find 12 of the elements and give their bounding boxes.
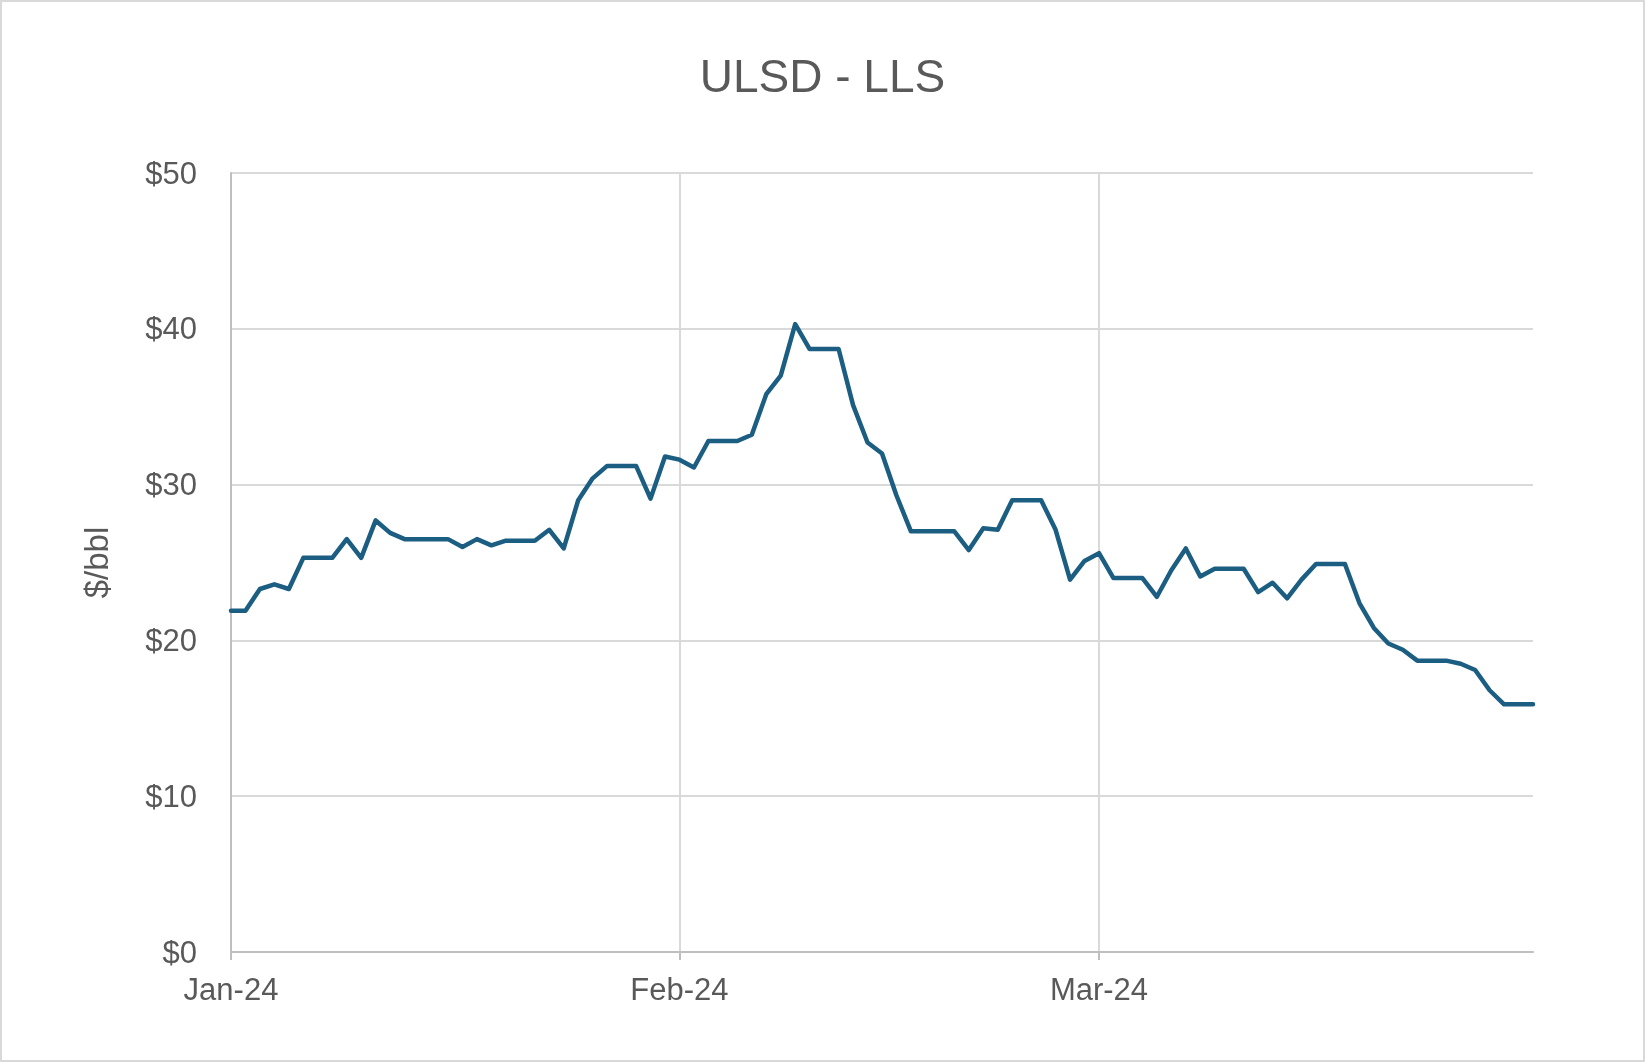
y-tick-label: $10 <box>145 778 197 814</box>
line-series <box>228 321 1536 707</box>
chart-title: ULSD - LLS <box>699 50 946 102</box>
x-tick-label: Mar-24 <box>1049 972 1149 1007</box>
y-tick-label: $0 <box>162 934 197 970</box>
x-tick-label: Feb-24 <box>630 972 729 1007</box>
y-tick-label: $20 <box>145 622 197 658</box>
x-tick-label: Jan-24 <box>183 972 279 1007</box>
y-tick-label: $50 <box>145 155 197 191</box>
y-tick-label: $30 <box>145 467 197 503</box>
y-tick-label: $40 <box>145 311 197 347</box>
y-axis-title: $/bbl <box>78 526 115 599</box>
